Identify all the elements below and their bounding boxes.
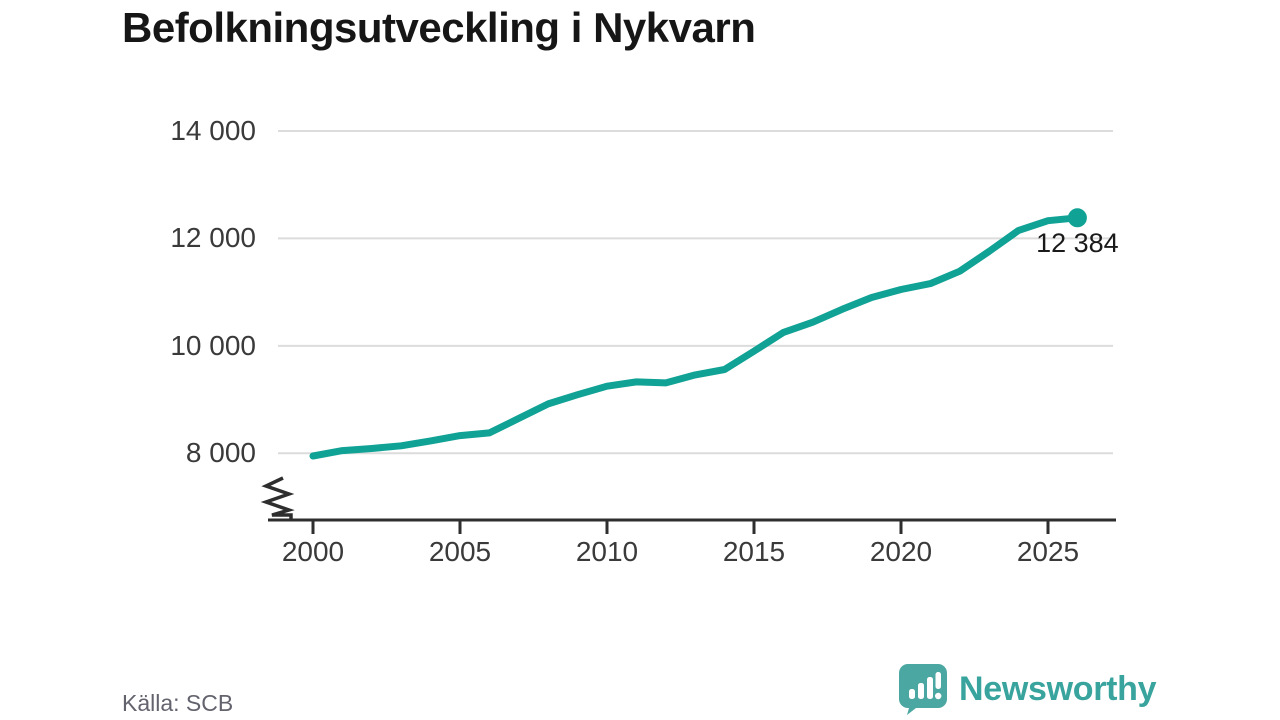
logo-bar-3 [927,677,933,699]
page-title: Befolkningsutveckling i Nykvarn [122,4,756,51]
logo-bar-1 [909,689,915,699]
end-value-label: 12 384 [1036,227,1119,258]
x-tick-label-2010: 2010 [575,536,639,567]
source-label: Källa: SCB [122,690,234,716]
plot-canvas [260,130,1116,534]
newsworthy-logo: Newsworthy [898,663,1157,715]
y-tick-label-10000: 10 000 [170,329,256,361]
logo-bar-2 [918,683,924,699]
logo-exclamation-bar [935,672,941,689]
y-tick-label-8000: 8 000 [185,437,256,469]
newsworthy-logo-icon [899,664,947,715]
y-tick-label-12000: 12 000 [170,222,256,254]
x-tick-label-2020: 2020 [869,536,933,567]
logo-exclamation-dot [935,692,942,700]
x-tick-label-2005: 2005 [428,536,492,567]
population-series-line [309,214,1081,460]
x-tick-label-2025: 2025 [1016,536,1080,567]
y-axis-break-icon [260,476,295,519]
y-tick-label-14000: 14 000 [170,115,256,146]
population-line-chart: 8 000 10 000 12 000 14 000 2000 2005 2010 2015 2… [170,115,1119,567]
newsworthy-logo-text: Newsworthy [959,669,1157,708]
x-tick-label-2000: 2000 [281,536,345,567]
x-tick-label-2015: 2015 [722,536,786,567]
series-end-dot [1067,208,1087,228]
